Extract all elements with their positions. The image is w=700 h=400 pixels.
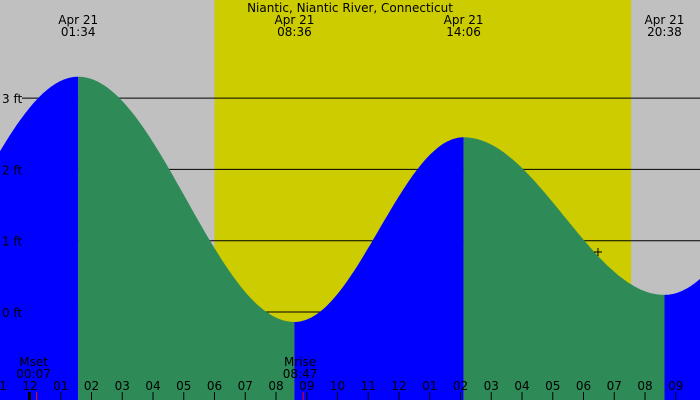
extreme-date-label: Apr 21 [58,13,98,27]
hour-tick-label: 11 [361,379,376,393]
rising-tide-area [294,137,464,400]
moon-event-time: 00:07 [16,367,51,381]
moon-event-time: 08:47 [283,367,318,381]
extreme-time-label: 14:06 [446,25,481,39]
extreme-time-label: 08:36 [277,25,312,39]
moon-event-label: Mrise [284,355,316,369]
hour-tick-label: 02 [453,379,468,393]
hour-tick-label: 05 [176,379,191,393]
hour-tick-label: 05 [545,379,560,393]
hour-tick-label: 08 [268,379,283,393]
extreme-time-label: 20:38 [647,25,682,39]
y-tick-label: 2 ft [2,163,22,177]
rising-tide-area [664,278,700,400]
extreme-date-label: Apr 21 [275,13,315,27]
hour-tick-label: 06 [207,379,222,393]
extreme-time-label: 01:34 [61,25,96,39]
y-tick-label: 0 ft [2,306,22,320]
extreme-date-label: Apr 21 [444,13,484,27]
hour-tick-label: 11 [0,379,7,393]
hour-tick-label: 01 [53,379,68,393]
extreme-date-label: Apr 21 [645,13,685,27]
falling-tide-area [78,76,295,400]
chart-title: Niantic, Niantic River, Connecticut [247,1,453,15]
hour-tick-label: 06 [576,379,591,393]
rising-tide-area [0,76,79,400]
moon-event-label: Mset [19,355,48,369]
midnight-marker [28,392,31,400]
crosshair-icon [594,248,602,256]
hour-tick-label: 07 [607,379,622,393]
hour-tick-label: 04 [514,379,529,393]
hour-tick-label: 04 [145,379,160,393]
hour-tick-label: 09 [299,379,314,393]
hour-tick-label: 08 [637,379,652,393]
hour-tick-label: 07 [238,379,253,393]
hour-tick-label: 12 [391,379,406,393]
y-tick-label: 3 ft [2,92,22,106]
hour-tick-label: 03 [115,379,130,393]
hour-tick-label: 03 [484,379,499,393]
hour-tick-label: 01 [422,379,437,393]
hour-tick-label: 10 [330,379,345,393]
falling-tide-area [463,137,665,400]
y-tick-label: 1 ft [2,235,22,249]
hour-tick-label: 09 [668,379,683,393]
hour-tick-label: 12 [22,379,37,393]
hour-tick-label: 02 [84,379,99,393]
